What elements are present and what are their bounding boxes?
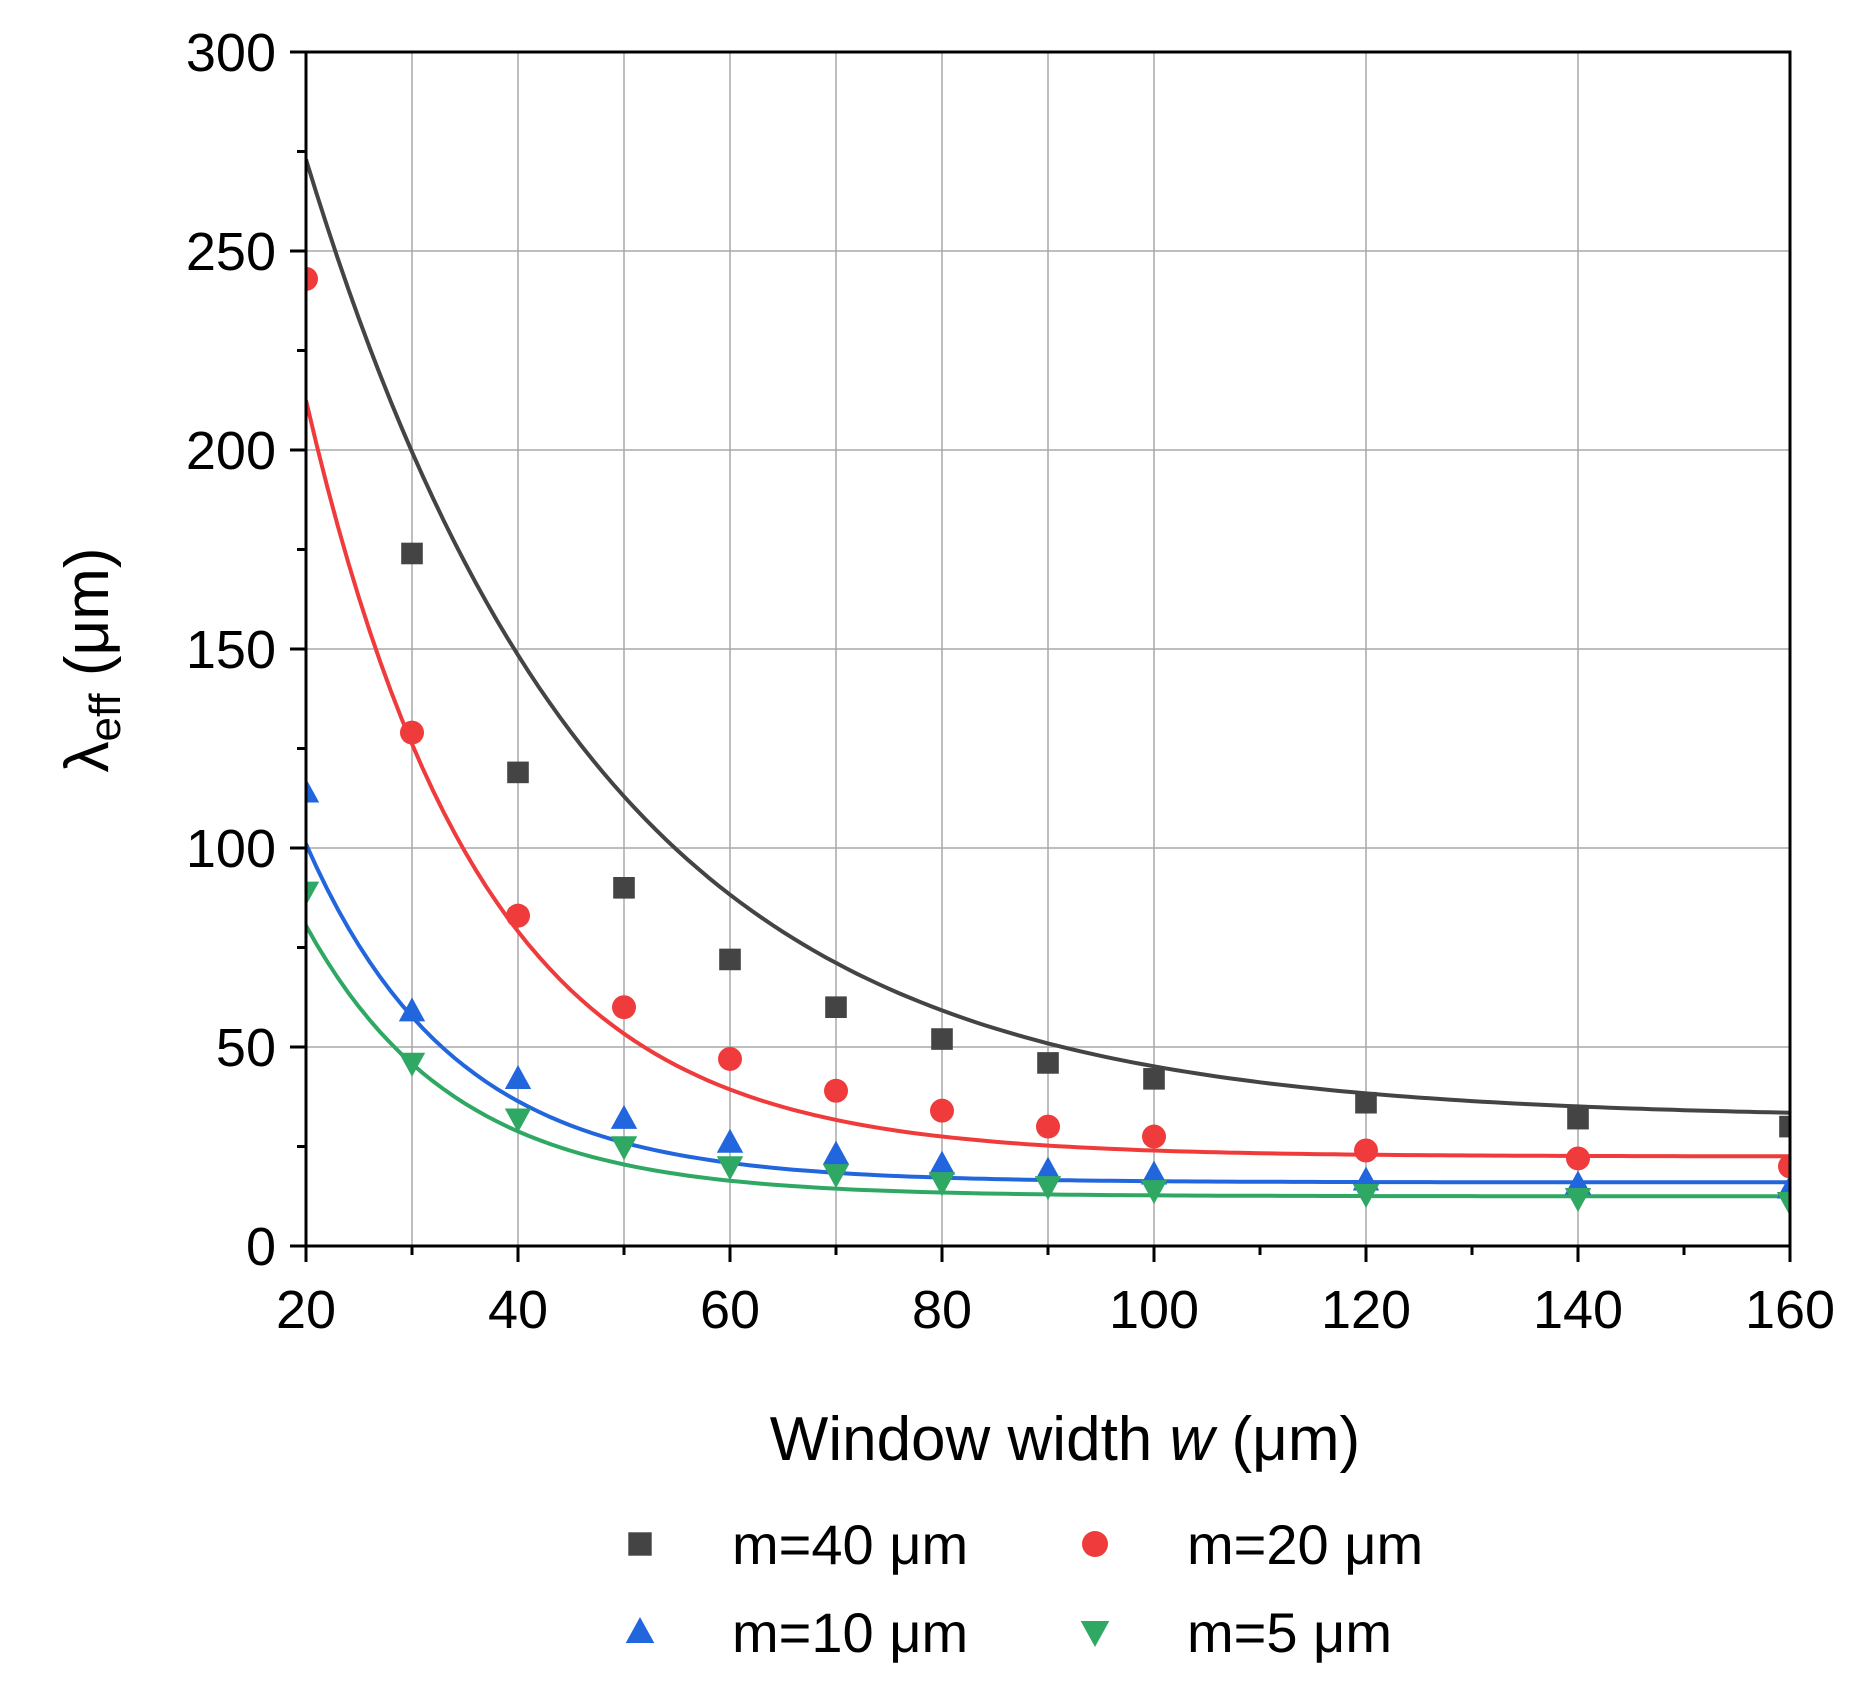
data-point [716, 1156, 744, 1181]
data-point [610, 1104, 638, 1129]
data-point [504, 1065, 532, 1090]
y-axis-subscript: eff [81, 693, 130, 742]
y-axis-title: λeff (μm) [53, 547, 130, 772]
y-tick-label: 50 [216, 1018, 276, 1078]
legend-label: m=5 μm [1187, 1601, 1392, 1664]
y-tick-label: 150 [186, 620, 276, 680]
data-point [1355, 1091, 1377, 1114]
data-point [1776, 1192, 1790, 1217]
grid [306, 52, 1790, 1246]
data-point [610, 1136, 638, 1161]
legend-label: m=10 μm [732, 1601, 968, 1664]
data-point [1779, 1115, 1790, 1138]
legend: m=40 μm m=20 μm m=10 μm m=5 μm [625, 1513, 1423, 1664]
data-point [824, 1078, 848, 1103]
data-point [822, 1140, 850, 1165]
data-point [1566, 1146, 1590, 1171]
data-point [1143, 1068, 1165, 1090]
data-point [1778, 1154, 1790, 1179]
data-point [1354, 1138, 1378, 1163]
data-point [1034, 1176, 1062, 1201]
data-point [1567, 1107, 1589, 1130]
data-point [1036, 1114, 1060, 1139]
data-point [507, 761, 529, 784]
y-tick-label: 250 [186, 222, 276, 282]
data-point [928, 1150, 956, 1175]
data-point [613, 877, 635, 899]
x-tick-label: 140 [1533, 1280, 1623, 1340]
legend-marker [628, 1532, 652, 1556]
y-axis-unit: (μm) [53, 547, 122, 676]
y-tick-label: 300 [186, 23, 276, 83]
y-tick-label: 100 [186, 819, 276, 879]
x-tick-label: 80 [912, 1280, 972, 1340]
x-tick-label: 120 [1321, 1280, 1411, 1340]
legend-marker [1080, 1620, 1110, 1647]
data-point [504, 1108, 532, 1133]
legend-marker [625, 1617, 655, 1644]
data-point [401, 542, 423, 565]
data-point [1140, 1160, 1168, 1185]
x-axis-title: Window width w (μm) [770, 1405, 1360, 1474]
data-point [398, 997, 426, 1022]
data-point [822, 1164, 850, 1189]
data-point [400, 720, 424, 745]
data-point [306, 778, 320, 803]
data-point [931, 1028, 953, 1050]
data-point [1034, 1156, 1062, 1181]
data-point [1140, 1180, 1168, 1205]
x-tick-label: 40 [488, 1280, 548, 1340]
data-point [825, 996, 847, 1018]
x-tick-label: 100 [1109, 1280, 1199, 1340]
data-point [928, 1172, 956, 1197]
y-tick-label: 200 [186, 421, 276, 481]
legend-marker [1082, 1531, 1108, 1557]
data-point [1037, 1052, 1059, 1074]
data-point [306, 266, 318, 291]
x-tick-label: 20 [276, 1280, 336, 1340]
x-tick-label: 160 [1745, 1280, 1835, 1340]
data-point [1352, 1184, 1380, 1209]
y-tick-label: 0 [246, 1217, 276, 1277]
data-point [306, 881, 320, 906]
data-point [930, 1098, 954, 1123]
data-point [719, 948, 741, 971]
legend-label: m=20 μm [1187, 1513, 1423, 1576]
data-point [716, 1128, 744, 1153]
fit-curve [306, 399, 1790, 1159]
data-points [306, 266, 1790, 1217]
data-point [398, 1052, 426, 1077]
data-point [718, 1046, 742, 1071]
data-point [612, 995, 636, 1020]
data-point [506, 903, 530, 928]
data-point [1564, 1188, 1592, 1213]
data-point [1142, 1124, 1166, 1149]
x-axis-unit: (μm) [1232, 1405, 1361, 1474]
axis-ticks: 20 40 60 80 100 120 140 160 0 50 100 150 200 250 300 [186, 23, 1835, 1340]
legend-label: m=40 μm [732, 1513, 968, 1576]
x-tick-label: 60 [700, 1280, 760, 1340]
fit-curve [306, 158, 1790, 1115]
x-axis-symbol: w [1170, 1405, 1219, 1474]
